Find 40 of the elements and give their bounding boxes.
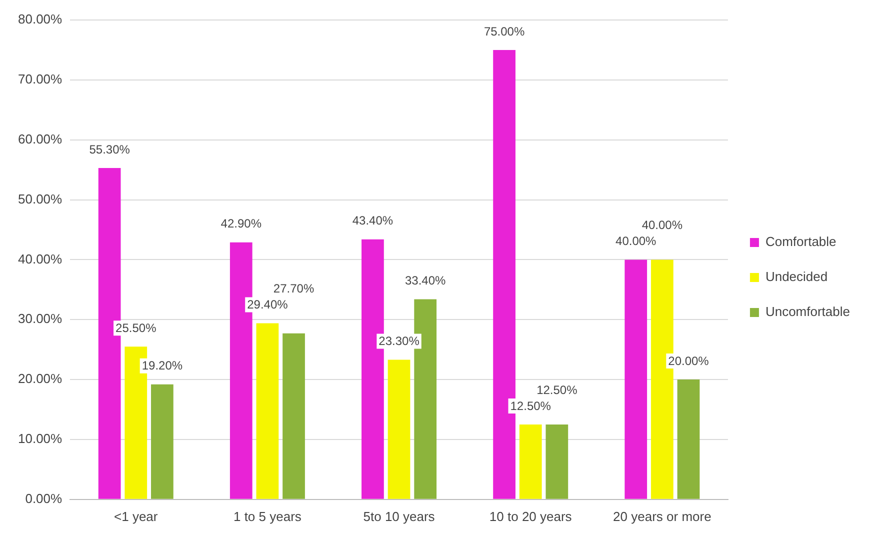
y-tick-label: 10.00%: [18, 431, 63, 446]
bar: [388, 360, 410, 499]
x-tick-label: <1 year: [114, 508, 158, 524]
y-tick-label: 80.00%: [18, 12, 63, 27]
data-label: 40.00%: [642, 218, 683, 232]
bar: [677, 380, 700, 499]
y-tick-label: 0.00%: [25, 490, 63, 506]
legend-label: Comfortable: [765, 234, 836, 250]
data-label: 20.00%: [668, 354, 710, 368]
data-label: 43.40%: [352, 214, 394, 228]
data-label: 33.40%: [404, 274, 446, 288]
x-tick-label: 1 to 5 years: [233, 508, 302, 524]
data-label: 29.40%: [247, 298, 288, 312]
data-label: 40.00%: [616, 234, 657, 248]
bar: [624, 260, 648, 499]
data-label: 25.50%: [116, 320, 157, 335]
data-label: 23.30%: [378, 334, 420, 348]
y-tick-label: 20.00%: [18, 371, 63, 386]
y-tick-label: 50.00%: [18, 191, 63, 206]
data-label: 12.50%: [536, 382, 578, 397]
y-tick-label: 30.00%: [18, 311, 63, 326]
data-label: 19.20%: [142, 358, 183, 373]
x-tick-label: 20 years or more: [613, 508, 712, 524]
data-label: 55.30%: [89, 142, 130, 156]
data-label: 27.70%: [273, 282, 314, 296]
legend-label: Uncomfortable: [765, 304, 850, 320]
bar: [519, 424, 542, 499]
data-label: 12.50%: [510, 398, 552, 413]
legend-label: Undecided: [765, 269, 828, 284]
bar: [546, 424, 568, 499]
y-tick-label: 60.00%: [18, 131, 63, 146]
bar: [151, 384, 174, 499]
bar: [256, 323, 279, 499]
x-tick-label: 10 to 20 years: [489, 508, 572, 524]
data-label: 75.00%: [484, 24, 525, 38]
y-tick-label: 40.00%: [18, 251, 63, 266]
y-tick-label: 70.00%: [18, 72, 63, 87]
data-label: 42.90%: [220, 216, 262, 231]
bar: [282, 333, 305, 499]
x-tick-label: 5to 10 years: [363, 508, 436, 524]
